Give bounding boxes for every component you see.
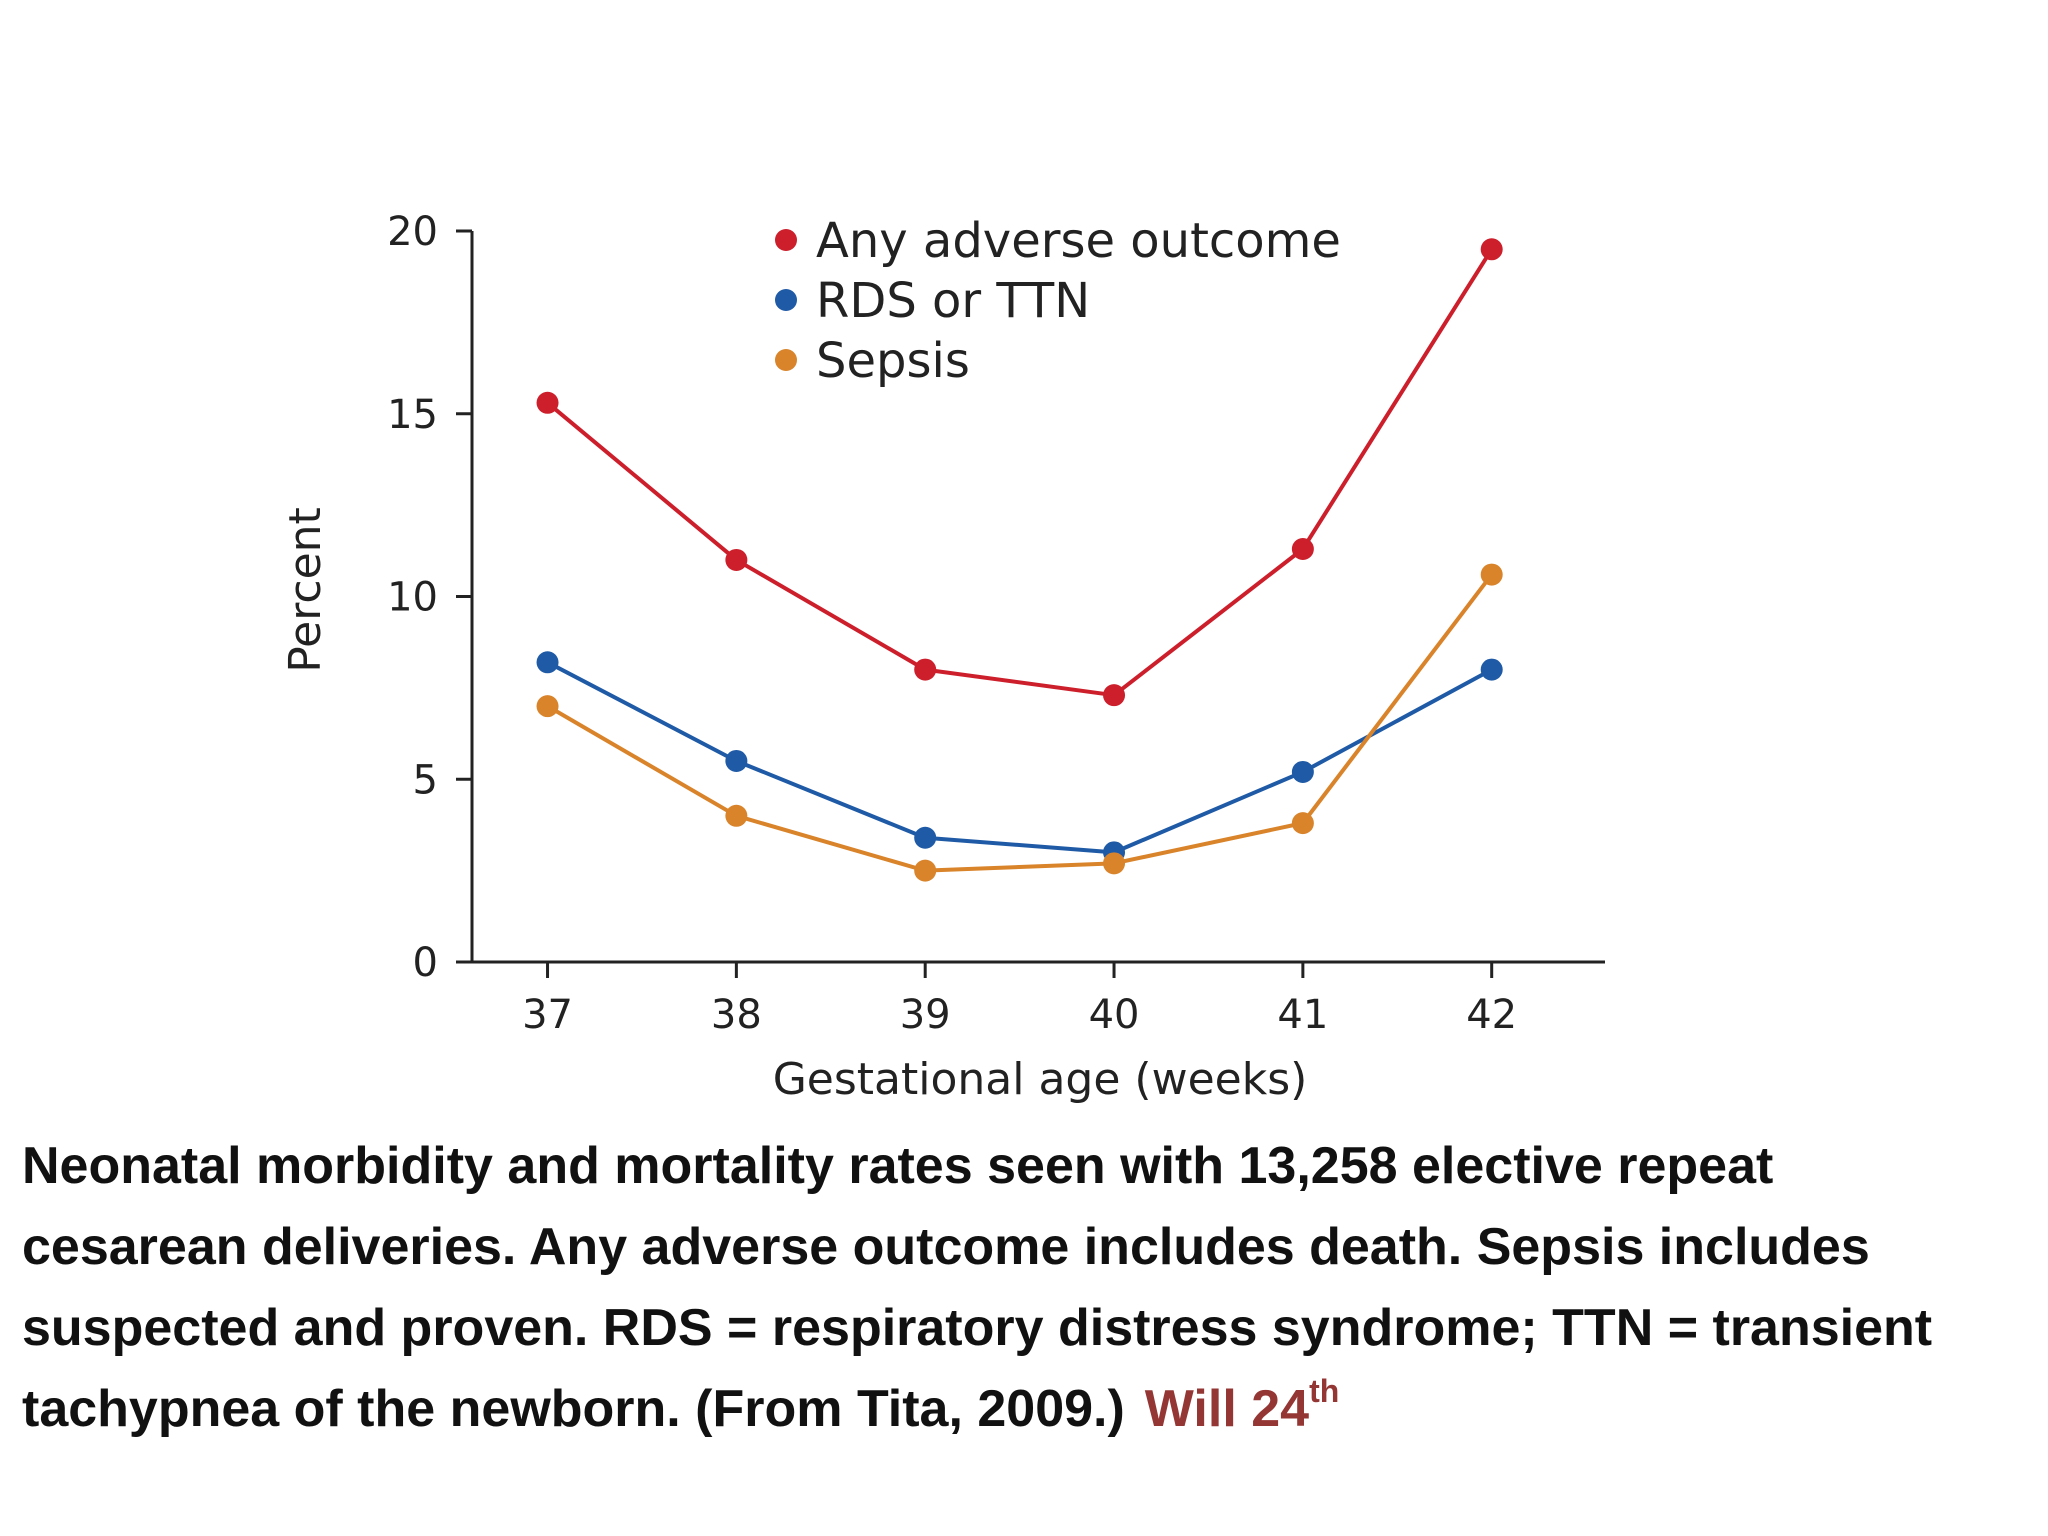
legend-entry: Any adverse outcome	[816, 213, 1341, 269]
caption-note-superscript: th	[1309, 1373, 1340, 1409]
x-tick-label: 42	[1466, 992, 1517, 1038]
data-point	[1291, 760, 1314, 783]
x-tick-label: 38	[711, 992, 762, 1038]
x-tick-label: 37	[522, 992, 573, 1038]
legend-marker	[775, 229, 797, 251]
y-axis-ticks: 0 5 10 15 20	[387, 209, 472, 986]
caption-note-text: Will 24	[1144, 1380, 1310, 1438]
x-axis-ticks: 37 38 39 40 41 42	[522, 962, 1517, 1038]
data-point	[1480, 563, 1503, 586]
data-point	[914, 826, 937, 849]
line-chart: 0 5 10 15 20 37 38 39 40 41 42 Percent Gestationa…	[280, 209, 1605, 1105]
data-point	[725, 548, 748, 571]
data-point	[536, 391, 559, 414]
series-0	[536, 238, 1503, 707]
y-tick-label: 10	[387, 575, 438, 621]
x-axis-label: Gestational age (weeks)	[773, 1054, 1308, 1105]
y-tick-label: 20	[387, 209, 438, 255]
data-point	[725, 749, 748, 772]
caption-text: Neonatal morbidity and mortality rates s…	[22, 1137, 1933, 1438]
data-point	[1480, 238, 1503, 261]
data-point	[1291, 537, 1314, 560]
caption-note: Will 24th	[1144, 1375, 1339, 1438]
y-axis-label: Percent	[280, 507, 331, 673]
series-line	[546, 660, 1493, 855]
data-point	[914, 658, 937, 681]
legend-marker	[775, 289, 797, 311]
data-point	[536, 651, 559, 674]
y-tick-label: 0	[413, 940, 438, 986]
data-point	[1480, 658, 1503, 681]
x-tick-label: 39	[900, 992, 951, 1038]
x-tick-label: 40	[1089, 992, 1140, 1038]
data-point	[1291, 812, 1314, 835]
data-point	[536, 695, 559, 718]
y-tick-label: 15	[387, 392, 438, 438]
legend-marker	[775, 349, 797, 371]
y-tick-label: 5	[413, 757, 438, 803]
data-point	[914, 859, 937, 882]
series-line	[546, 573, 1494, 873]
series-2	[536, 563, 1503, 882]
data-point	[1103, 852, 1126, 875]
data-point	[1103, 684, 1126, 707]
series-line	[546, 248, 1494, 698]
legend-entry: Sepsis	[816, 333, 970, 389]
series-layer	[536, 238, 1503, 882]
x-tick-label: 41	[1277, 992, 1328, 1038]
legend-entry: RDS or TTN	[816, 273, 1090, 329]
figure-caption: Neonatal morbidity and mortality rates s…	[22, 1126, 2002, 1450]
data-point	[725, 804, 748, 827]
